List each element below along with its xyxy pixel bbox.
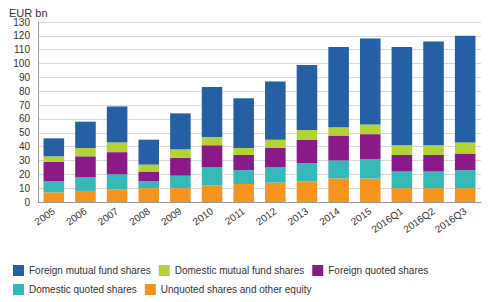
svg-text:50: 50 — [19, 127, 31, 138]
svg-text:2011: 2011 — [223, 205, 247, 227]
svg-text:2014: 2014 — [317, 205, 342, 227]
svg-text:Foreign mutual fund shares: Foreign mutual fund shares — [29, 265, 151, 276]
svg-text:120: 120 — [13, 30, 30, 41]
svg-text:Unquoted shares and other equi: Unquoted shares and other equity — [161, 284, 312, 295]
svg-text:Foreign quoted shares: Foreign quoted shares — [328, 265, 428, 276]
svg-text:2016Q3: 2016Q3 — [433, 205, 469, 235]
svg-text:2012: 2012 — [254, 205, 279, 227]
svg-text:70: 70 — [19, 100, 31, 111]
svg-text:0: 0 — [24, 197, 30, 208]
svg-text:2016Q1: 2016Q1 — [370, 205, 406, 235]
svg-text:EUR bn: EUR bn — [9, 7, 48, 19]
svg-text:2008: 2008 — [127, 205, 152, 227]
svg-text:Domestic quoted shares: Domestic quoted shares — [29, 284, 137, 295]
svg-text:100: 100 — [13, 58, 30, 69]
svg-text:2009: 2009 — [159, 205, 184, 227]
svg-text:2013: 2013 — [286, 205, 311, 227]
svg-text:10: 10 — [19, 183, 31, 194]
svg-text:110: 110 — [14, 44, 30, 55]
svg-text:2015: 2015 — [349, 205, 374, 227]
svg-text:Domestic mutual fund shares: Domestic mutual fund shares — [175, 265, 305, 276]
svg-text:2006: 2006 — [64, 205, 89, 227]
svg-text:2005: 2005 — [32, 205, 57, 227]
svg-text:2007: 2007 — [96, 205, 121, 227]
svg-text:60: 60 — [19, 113, 31, 124]
svg-text:30: 30 — [19, 155, 31, 166]
svg-text:40: 40 — [19, 141, 31, 152]
svg-text:80: 80 — [19, 86, 31, 97]
svg-text:2016Q2: 2016Q2 — [401, 205, 437, 235]
svg-text:90: 90 — [19, 72, 31, 83]
svg-text:20: 20 — [19, 169, 31, 180]
svg-text:2010: 2010 — [191, 205, 216, 227]
svg-text:130: 130 — [13, 16, 30, 28]
